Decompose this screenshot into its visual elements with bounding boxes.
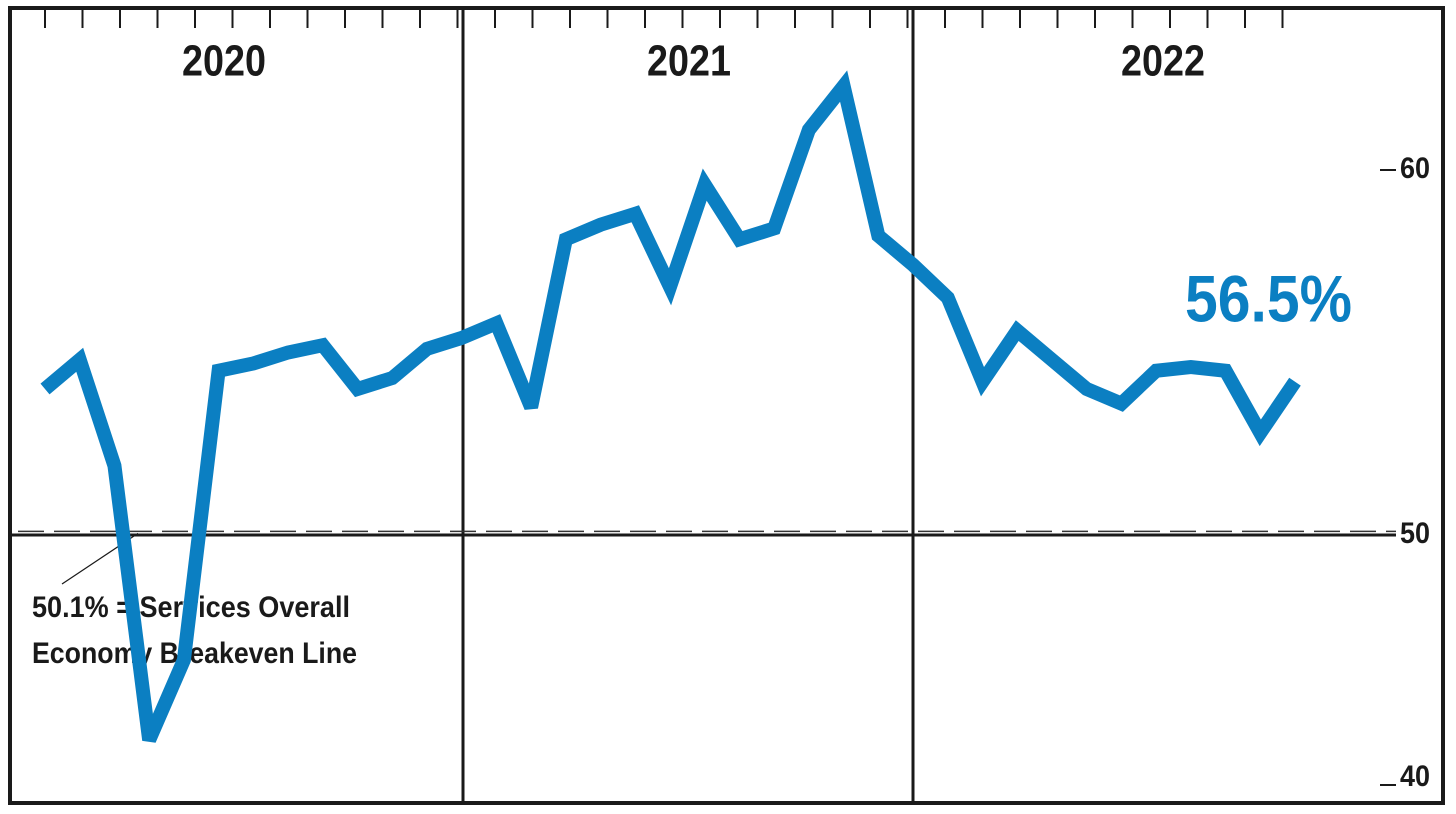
- y-tick-label: 50: [1400, 517, 1430, 550]
- year-label: 2021: [647, 37, 731, 86]
- callout: 56.5%: [1185, 261, 1352, 335]
- y-tick-label: 40: [1400, 760, 1430, 793]
- month-ticks: [44, 8, 1284, 28]
- frame: [8, 6, 1445, 805]
- y-tick-label: 60: [1400, 152, 1430, 185]
- data-line: [40, 70, 1301, 743]
- annotation: Economy Breakeven Line: [32, 637, 357, 670]
- year-label: 2020: [182, 37, 266, 86]
- year-label: 2022: [1121, 37, 1205, 86]
